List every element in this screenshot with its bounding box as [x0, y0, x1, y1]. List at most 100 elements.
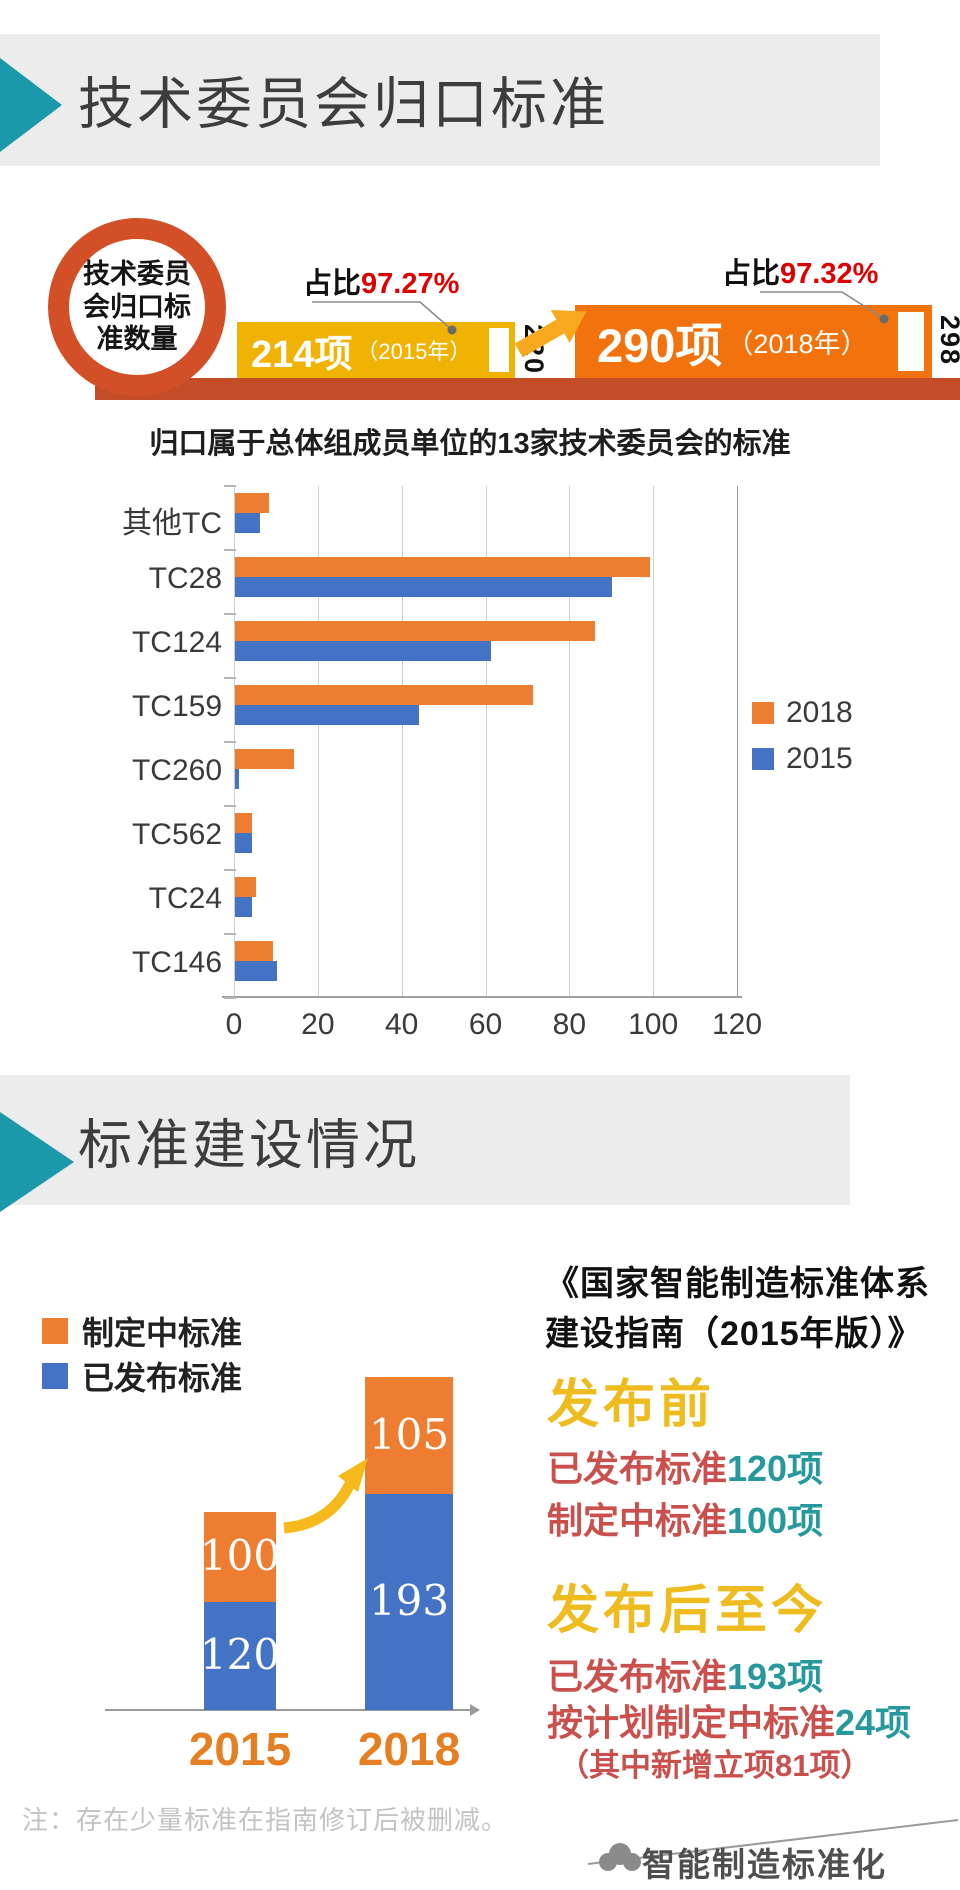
category-label: TC159: [131, 690, 222, 723]
bar-2018-year: （2018年）: [726, 329, 868, 359]
bar-2015: [235, 897, 252, 917]
badge-line: 会归口标: [83, 291, 191, 322]
bar-2018: [235, 621, 596, 641]
before-release-title: 发布前: [547, 1376, 716, 1434]
legend-label: 2015: [786, 742, 853, 775]
total-2015: 220: [519, 324, 549, 376]
axis-tick: [224, 549, 236, 551]
total-2018: 298: [935, 315, 960, 367]
bar-2018: [235, 685, 533, 705]
bar-2015: [235, 769, 240, 789]
gridline: [485, 486, 487, 997]
stacked-bar-in-progress: [365, 1377, 453, 1495]
x-tick-label: 120: [711, 1008, 763, 1041]
bar-2015: [235, 705, 420, 725]
bar-2015: [235, 641, 491, 661]
ratio-2015-value: 97.27%: [361, 268, 460, 300]
category-label: 其他TC: [122, 507, 222, 540]
chart1-legend-item: 2015: [752, 742, 853, 776]
category-label: TC146: [131, 946, 222, 979]
stacked-bar-in-progress: [204, 1512, 276, 1602]
guide-title-line2: 建设指南（2015年版）》: [545, 1315, 923, 1353]
badge-line: 准数量: [96, 324, 178, 355]
section1-banner: 技术委员会归口标准: [0, 34, 880, 166]
category-label: TC28: [148, 562, 222, 595]
legend-published: 已发布标准: [42, 1353, 242, 1399]
axis-tick: [224, 997, 236, 999]
segment-value: 100: [199, 1531, 281, 1580]
axis-tick: [224, 613, 236, 615]
after-release-title: 发布后至今: [547, 1582, 828, 1640]
axis-tick: [224, 485, 236, 487]
bar-2015: [235, 833, 252, 853]
baseline-strip: [95, 378, 960, 400]
gridline: [569, 486, 571, 997]
legend-label: 制定中标准: [82, 1315, 243, 1351]
gridline: [401, 486, 403, 997]
guide-title-line1: 《国家智能制造标准体系: [545, 1265, 930, 1303]
bar-2018: [235, 877, 256, 897]
axis-tick: [224, 805, 236, 807]
legend-swatch-blue: [42, 1363, 68, 1389]
bar-2015: [235, 961, 277, 981]
brand-name: 智能制造标准化: [642, 1846, 887, 1883]
stacked-bar-published: [204, 1602, 276, 1710]
bar-2018: [235, 813, 252, 833]
before-item-in-progress: 制定中标准100项: [547, 1500, 824, 1541]
section2-title: 标准建设情况: [78, 1115, 420, 1176]
bar-2018: [235, 557, 650, 577]
gridline: [317, 486, 319, 997]
category-label: TC562: [131, 818, 222, 851]
legend-label: 2018: [786, 696, 853, 729]
segment-value: 193: [368, 1576, 450, 1626]
x-tick-label: 60: [468, 1008, 503, 1041]
ratio-2018-value: 97.32%: [780, 258, 879, 290]
segment-value: 105: [368, 1409, 450, 1459]
bar-2015: [235, 513, 261, 533]
x-axis-arrow: [470, 1704, 480, 1716]
bar-2018-count: 290项: [597, 319, 723, 372]
segment-value: 120: [199, 1630, 281, 1679]
axis-tick: [224, 741, 236, 743]
standards-count-badge: 技术委员 会归口标 准数量: [48, 218, 226, 396]
year-label: 2015: [188, 1723, 292, 1775]
grouped-bar-chart: 0 20 40 60 80 100 120 其他TC TC28 TC124 TC159 TC260 TC…: [122, 485, 853, 1041]
ratio-2018: 占比97.32%: [722, 250, 878, 292]
x-tick-label: 0: [225, 1008, 243, 1041]
x-axis-line: [105, 1709, 472, 1711]
ratio-2015: 占比97.27%: [303, 260, 459, 302]
badge-line: 技术委员: [83, 258, 191, 289]
bar-2018-gap: [898, 312, 924, 371]
after-item-published: 已发布标准193项: [547, 1656, 824, 1697]
x-tick-label: 40: [384, 1008, 419, 1041]
ratio-2018-prefix: 占比: [722, 258, 781, 290]
category-label: TC24: [148, 882, 222, 915]
ratio-2015-prefix: 占比: [303, 268, 362, 300]
x-tick-label: 100: [628, 1008, 679, 1041]
section1-title: 技术委员会归口标准: [78, 72, 609, 136]
gridline: [653, 486, 655, 997]
legend-swatch-orange: [42, 1318, 68, 1344]
gridline: [737, 486, 738, 997]
bar-2015: 214项 （2015年）: [237, 322, 515, 378]
axis-tick: [224, 933, 236, 935]
section2-banner: 标准建设情况: [0, 1075, 850, 1205]
bar-2015-year: （2015年）: [356, 339, 472, 364]
chart1-legend-item: 2018: [752, 696, 853, 730]
category-label: TC260: [131, 754, 222, 787]
stacked-bar-published: [365, 1494, 453, 1710]
bar-2015: [235, 577, 613, 597]
x-tick-label: 80: [552, 1008, 587, 1041]
chart1-title: 归口属于总体组成员单位的13家技术委员会的标准: [149, 428, 791, 460]
year-label: 2018: [357, 1723, 461, 1775]
before-item-published: 已发布标准120项: [547, 1448, 824, 1489]
x-tick-label: 20: [301, 1008, 335, 1041]
bar-2015-gap: [489, 328, 509, 372]
bar-2018: [235, 941, 273, 961]
legend-swatch: [752, 748, 774, 770]
bar-2018: [235, 749, 294, 769]
bar-2015-count: 214项: [251, 333, 353, 376]
axis-tick: [224, 677, 236, 679]
